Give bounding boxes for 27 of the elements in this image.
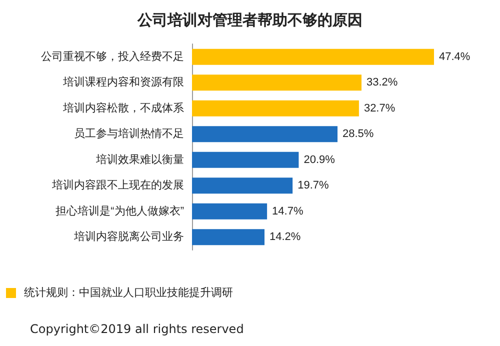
bar [192, 152, 299, 168]
text: Copyright©2019 all rights reserved [30, 322, 244, 336]
bar [192, 126, 338, 142]
y-tick-label: 培训内容跟不上现在的发展 [51, 178, 184, 192]
data-label: 28.5% [342, 128, 374, 140]
data-label: 47.4% [439, 50, 470, 63]
y-tick-label: 员工参与培训热情不足 [74, 127, 184, 140]
y-tick-label: 担心培训是“为他人做嫁衣” [56, 204, 184, 218]
data-label: 14.2% [270, 231, 301, 244]
y-tick-label: 培训课程内容和资源有限 [62, 76, 184, 89]
chart-title: 公司培训对管理者帮助不够的原因 [136, 11, 362, 29]
bar [192, 178, 293, 194]
y-tick-label: 培训内容松散，不成体系 [62, 101, 184, 114]
bar [192, 100, 359, 116]
data-label: 14.7% [272, 205, 304, 218]
y-tick-label: 培训效果难以衡量 [95, 152, 184, 166]
data-label: 19.7% [298, 180, 329, 192]
text: 统计规则：中国就业人口职业技能提升调研 [24, 285, 233, 300]
data-label: 33.2% [366, 76, 398, 89]
y-tick-label: 公司重视不够，投入经费不足 [41, 50, 184, 63]
bar [192, 203, 268, 220]
bar [192, 229, 264, 246]
data-label: 20.9% [304, 154, 336, 166]
bar [192, 74, 362, 91]
data-label: 32.7% [364, 102, 396, 114]
bar [192, 48, 434, 65]
y-tick-label: 培训内容脱离公司业务 [73, 230, 184, 244]
